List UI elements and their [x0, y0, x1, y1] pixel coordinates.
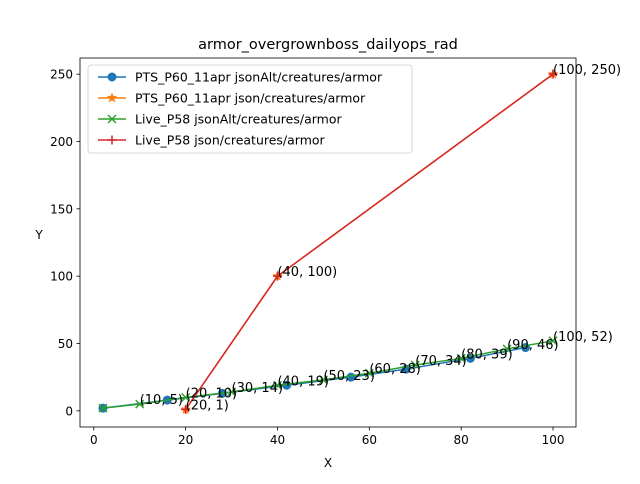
x-tick-label: 0	[90, 433, 98, 447]
legend-box	[87, 64, 413, 154]
chart-title: armor_overgrownboss_dailyops_rad	[198, 37, 458, 53]
data-annotations: (10, 5) (20, 10)(20, 1)(30, 14)(40, 19) (4…	[140, 63, 621, 413]
series-4-point-3	[548, 69, 558, 79]
legend-marker	[107, 114, 117, 124]
data-label: (50, 23)	[323, 369, 375, 384]
y-tick-label: 100	[50, 270, 73, 284]
data-label: (40, 100)	[277, 265, 337, 280]
legend-item-1: PTS_P60_11apr jsonAlt/creatures/armor	[98, 70, 383, 85]
y-axis-label: Y	[34, 228, 43, 242]
series-3-point-6	[318, 375, 328, 385]
data-label: (100, 250)	[553, 63, 621, 78]
legend-item-3: Live_P58 jsonAlt/creatures/armor	[98, 112, 342, 127]
x-tick-label: 40	[270, 433, 285, 447]
y-tick-label: 250	[50, 68, 73, 82]
data-label: (40, 19)	[277, 374, 329, 389]
data-label: (70, 34)	[415, 354, 467, 369]
legend-label: PTS_P60_11apr json/creatures/armor	[135, 91, 366, 106]
data-label: (20, 10)	[186, 386, 238, 401]
series-3-point-4	[227, 387, 237, 397]
y-tick-label: 0	[65, 404, 73, 418]
y-tick-label: 50	[58, 337, 73, 351]
data-label: (80, 39)	[461, 347, 513, 362]
legend-label: Live_P58 jsonAlt/creatures/armor	[135, 112, 342, 127]
x-tick-label: 80	[454, 433, 469, 447]
series-4-point-1	[181, 404, 191, 414]
x-axis-label: X	[324, 456, 332, 470]
series-3-point-10	[502, 344, 512, 354]
y-tick-label: 200	[50, 135, 73, 149]
series-4-point-2	[272, 271, 282, 281]
series-3-point-1	[98, 403, 108, 413]
x-tick-label: 100	[542, 433, 565, 447]
series-3-point-3	[181, 392, 191, 402]
data-label: (100, 52)	[553, 330, 613, 345]
legend-label: PTS_P60_11apr jsonAlt/creatures/armor	[135, 70, 383, 85]
x-tick-label: 20	[178, 433, 193, 447]
data-label: (90, 46)	[507, 338, 558, 353]
series-3	[98, 336, 558, 413]
legend-item-4: Live_P58 json/creatures/armor	[98, 133, 326, 148]
legend-marker	[107, 72, 117, 82]
series-3-point-8	[410, 360, 420, 370]
data-label: (20, 1)	[186, 398, 229, 413]
legend-label: Live_P58 json/creatures/armor	[135, 133, 326, 148]
data-label: (10, 5)	[140, 393, 183, 408]
series-3-point-5	[272, 380, 283, 390]
legend: PTS_P60_11apr jsonAlt/creatures/armor PTS…	[87, 64, 413, 154]
axes-frame	[79, 57, 577, 428]
y-tick-label: 150	[50, 202, 73, 216]
legend-marker	[107, 135, 117, 145]
data-label: (30, 14)	[232, 381, 283, 396]
series-3-point-11	[548, 336, 558, 346]
legend-marker	[106, 92, 118, 103]
data-label: (60, 28)	[369, 362, 421, 377]
series-4	[181, 69, 558, 414]
series-3-point-7	[364, 368, 374, 378]
x-tick-label: 60	[362, 433, 377, 447]
axes: 0 20 40 60 80 100 0 50 100 150 200 250	[50, 57, 577, 447]
series-3-point-2	[135, 399, 145, 409]
plot-area	[98, 68, 559, 415]
legend-item-2: PTS_P60_11apr json/creatures/armor	[98, 91, 366, 106]
series-3-point-9	[456, 353, 466, 363]
